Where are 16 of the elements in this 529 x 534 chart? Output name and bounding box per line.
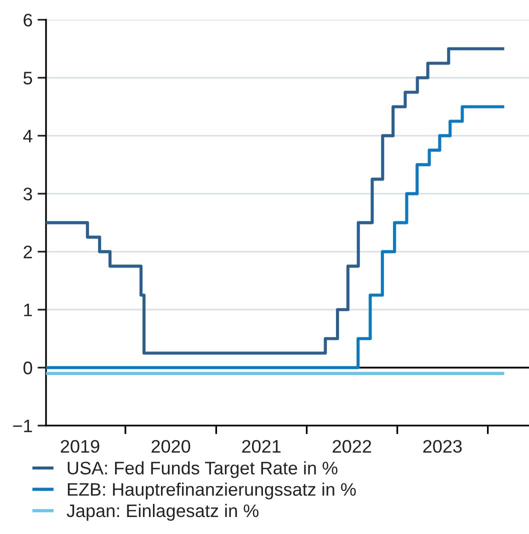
x-tick-label: 2022	[332, 440, 372, 453]
x-tick-label: 2021	[242, 440, 281, 453]
x-tick-label: 2020	[152, 440, 190, 453]
y-tick-label: 3	[23, 188, 32, 200]
y-tick-label: −1	[13, 420, 32, 432]
legend-label: USA: Fed Funds Target Rate in %	[68, 461, 338, 478]
legend-label: Japan: Einlagesatz in %	[66, 504, 258, 521]
y-tick-label: 6	[24, 14, 32, 26]
y-tick-label: 1	[24, 304, 32, 316]
x-tick-label: 2019	[60, 440, 100, 453]
legend-label: EZB: Hauptrefinanzierungssatz in %	[68, 482, 356, 500]
y-tick-label: 2	[24, 246, 32, 258]
x-tick-label: 2023	[423, 440, 462, 453]
y-tick-label: 0	[23, 362, 32, 374]
y-tick-label: 5	[24, 72, 32, 84]
y-tick-label: 4	[23, 130, 32, 142]
